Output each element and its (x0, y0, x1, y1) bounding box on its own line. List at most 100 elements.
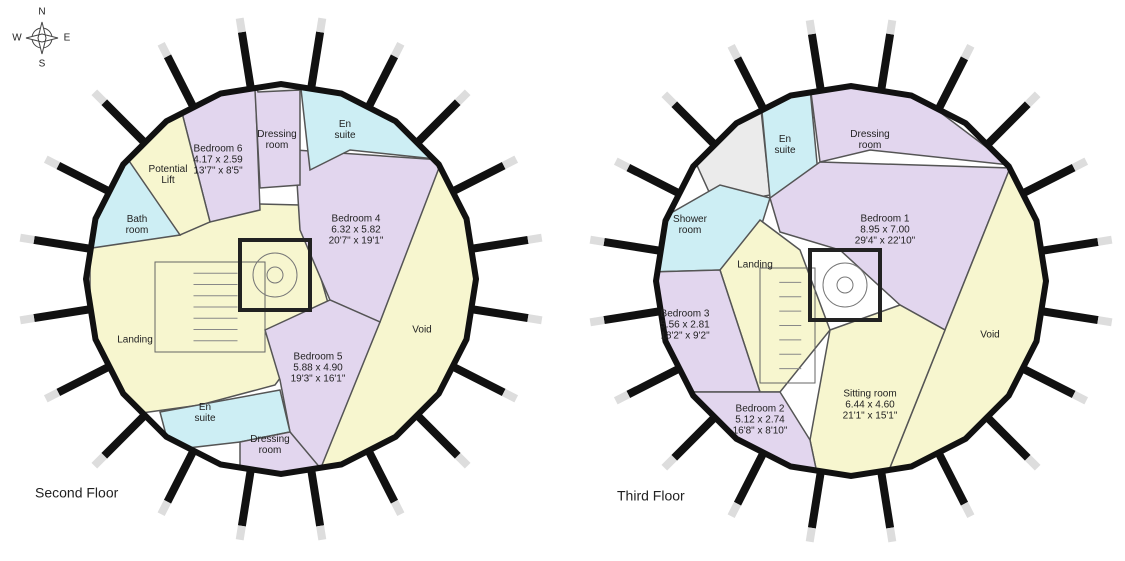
fin-tip (731, 504, 737, 516)
room-label: 20'7" x 19'1" (329, 236, 384, 247)
room-label: Bath (127, 214, 148, 225)
wall-fin (1025, 370, 1074, 395)
wall-fin (989, 419, 1028, 458)
fin-tip (20, 238, 34, 240)
fin-tip (458, 92, 468, 102)
fin-tip (20, 318, 34, 320)
compass-s: S (39, 59, 46, 70)
fin-tip (161, 502, 167, 514)
fin-tip (320, 526, 322, 540)
wall-fin (104, 102, 143, 141)
room-label: Shower (673, 214, 708, 225)
fin-tip (46, 159, 58, 165)
room-label: room (859, 140, 882, 151)
room-label: Sitting room (843, 389, 896, 400)
fin-tip (810, 20, 812, 34)
room-label: 6.32 x 5.82 (331, 225, 381, 236)
room-label: 8.95 x 7.00 (860, 225, 910, 236)
wall-fin (419, 417, 458, 456)
fin-tip (504, 159, 516, 165)
wall-fin (370, 56, 395, 105)
room-label: room (266, 140, 289, 151)
wall-fin (940, 455, 965, 504)
fin-tip (590, 320, 604, 322)
fin-tip (1074, 394, 1086, 400)
fin-tip (458, 456, 468, 466)
floor-plan: EnsuiteDressingroomShowerroomBedroom 18.… (590, 20, 1111, 541)
fin-tip (504, 392, 516, 398)
room-label: 13'7" x 8'5" (193, 166, 243, 177)
wall-fin (242, 32, 251, 86)
fin-tip (810, 528, 812, 542)
fin-tip (664, 458, 674, 468)
fin-tip (394, 502, 400, 514)
fin-tip (528, 238, 542, 240)
room-label: Lift (161, 175, 175, 186)
wall-fin (674, 104, 713, 143)
wall-fin (455, 166, 504, 191)
room-label: room (126, 225, 149, 236)
wall-fin (168, 453, 193, 502)
fin-tip (964, 504, 970, 516)
fin-tip (1028, 458, 1038, 468)
room-label: Potential (149, 164, 188, 175)
fin-tip (964, 46, 970, 58)
wall-fin (1025, 168, 1074, 193)
fin-tip (890, 528, 892, 542)
room-label: 16'8" x 8'10" (733, 426, 788, 437)
compass: N S W E (12, 7, 70, 70)
wall-fin (419, 102, 458, 141)
wall-fin (940, 58, 965, 107)
fin-tip (731, 46, 737, 58)
fin-tip (616, 161, 628, 167)
wall-fin (628, 370, 677, 395)
wall-fin (34, 310, 88, 319)
room-label: En (339, 119, 351, 130)
wall-fin (882, 34, 891, 88)
fin-tip (616, 394, 628, 400)
room-label: 4.17 x 2.59 (193, 155, 243, 166)
room-label: Bedroom 6 (194, 144, 243, 155)
fin-tip (240, 526, 242, 540)
room-label: 18'2" x 9'2" (660, 331, 710, 342)
room-label: 5.12 x 2.74 (735, 415, 785, 426)
room-label: En (779, 134, 791, 145)
fin-tip (394, 44, 400, 56)
room-label: suite (334, 130, 356, 141)
wall-fin (1044, 312, 1098, 321)
fin-tip (664, 94, 674, 104)
room-label: Bedroom 1 (861, 214, 910, 225)
room-label: suite (774, 145, 796, 156)
wall-fin (604, 312, 658, 321)
wall-fin (989, 104, 1028, 143)
wall-fin (1044, 242, 1098, 251)
room-label: Bedroom 4 (332, 214, 381, 225)
fin-tip (890, 20, 892, 34)
fin-tip (46, 392, 58, 398)
room-label: room (259, 445, 282, 456)
room-label: Landing (737, 260, 773, 271)
wall-fin (474, 240, 528, 249)
fin-tip (590, 240, 604, 242)
wall-fin (312, 472, 321, 526)
compass-e: E (64, 33, 71, 44)
fin-tip (528, 318, 542, 320)
room-label: 21'1" x 15'1" (843, 411, 898, 422)
fin-tip (1098, 240, 1112, 242)
wall-fin (628, 168, 677, 193)
wall-fin (312, 32, 321, 86)
room-label: Dressing (257, 129, 296, 140)
fin-tip (94, 456, 104, 466)
wall-fin (34, 240, 88, 249)
fin-tip (1074, 161, 1086, 167)
wall-fin (168, 56, 193, 105)
floor-title: Second Floor (35, 485, 119, 501)
floor-title: Third Floor (617, 488, 685, 504)
room-label: Dressing (850, 129, 889, 140)
room-label: 6.44 x 4.60 (845, 400, 895, 411)
room-label: Bedroom 2 (736, 404, 785, 415)
wall-fin (58, 368, 107, 393)
room-label: suite (194, 413, 216, 424)
floor-plans: N S W E Second Floor Third Floor Bedroom… (0, 0, 1125, 561)
